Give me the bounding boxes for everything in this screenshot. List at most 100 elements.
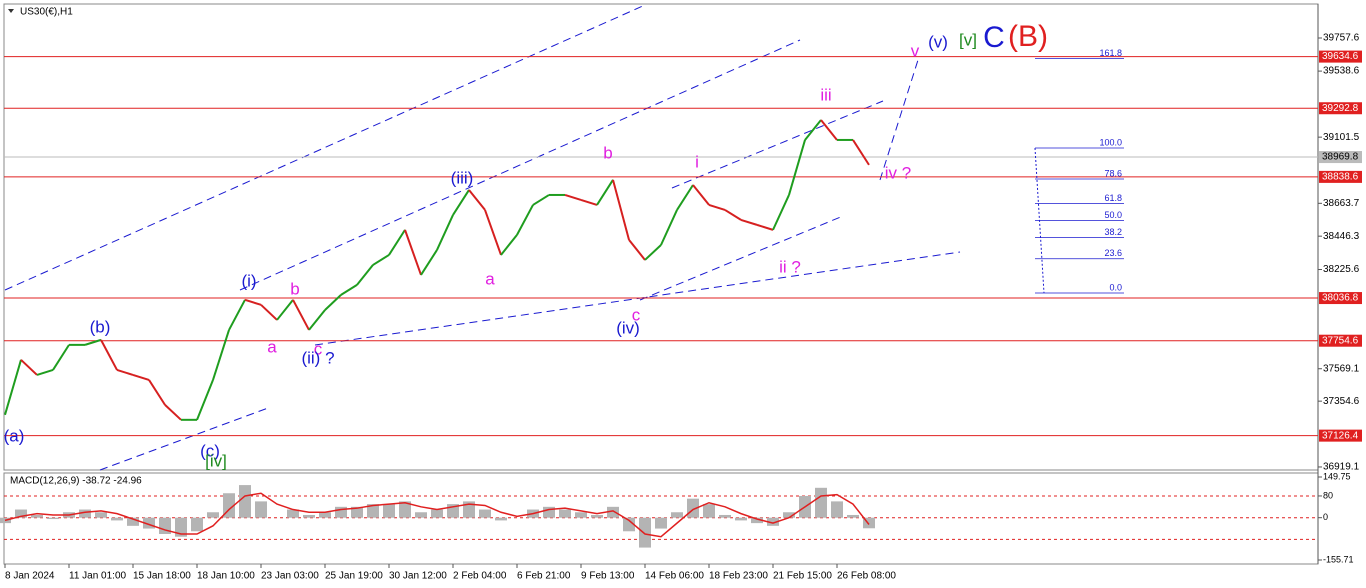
macd-bar	[239, 485, 251, 518]
macd-bar	[143, 517, 155, 529]
macd-bar	[639, 517, 651, 548]
macd-bar	[31, 514, 43, 518]
wave-label: ii ?	[779, 257, 801, 276]
price-segment	[276, 299, 294, 321]
price-segment	[4, 359, 22, 416]
macd-bar	[559, 509, 571, 518]
current-price-box	[1319, 151, 1362, 164]
macd-bar	[383, 504, 395, 518]
macd-bar	[367, 504, 379, 518]
fib-label: 161.8	[1099, 48, 1122, 58]
wave-label: i	[695, 152, 699, 171]
wave-label: (a)	[4, 426, 25, 445]
main-frame	[3, 3, 1319, 471]
wave-label: (v)	[928, 32, 948, 51]
price-segment	[148, 379, 166, 406]
macd-tick-label: -155.71	[1323, 554, 1354, 564]
level-box	[1319, 334, 1362, 347]
macd-bar	[415, 512, 427, 518]
wave-label: [iv]	[205, 451, 227, 470]
price-segment	[500, 234, 518, 256]
trend-line	[4, 4, 646, 291]
macd-title: MACD(12,26,9) -38.72 -24.96	[10, 476, 142, 487]
x-tick-label: 26 Feb 08:00	[837, 571, 896, 582]
price-segment	[324, 294, 342, 311]
fib-label: 23.6	[1104, 248, 1122, 258]
level-box	[1319, 102, 1362, 115]
level-label: 39634.6	[1322, 51, 1359, 62]
price-segment	[436, 214, 454, 251]
fib-label: 38.2	[1104, 227, 1122, 237]
macd-bar	[287, 509, 299, 518]
wave-label: (b)	[90, 317, 111, 336]
price-segment	[420, 249, 438, 276]
trend-line	[671, 100, 884, 189]
x-tick-label: 6 Feb 21:00	[517, 571, 571, 582]
price-segment	[116, 369, 134, 376]
trend-line	[879, 59, 919, 181]
macd-tick-label: 80	[1323, 490, 1333, 500]
price-segment	[772, 194, 790, 231]
price-segment	[228, 299, 246, 331]
price-segment	[164, 404, 182, 421]
x-tick-label: 18 Feb 23:00	[709, 571, 768, 582]
macd-bar	[463, 501, 475, 518]
price-segment	[724, 209, 742, 221]
price-segment	[244, 298, 262, 306]
price-segment	[132, 373, 150, 381]
price-segment	[596, 179, 614, 206]
price-segment	[36, 369, 54, 376]
fib-label: 100.0	[1099, 137, 1122, 147]
price-segment	[708, 203, 726, 211]
macd-bar	[207, 512, 219, 518]
macd-bar	[815, 487, 827, 518]
macd-signal	[4, 492, 870, 538]
price-segment	[580, 198, 598, 206]
chart-title: US30(€),H1	[20, 7, 73, 18]
macd-bar	[127, 517, 139, 526]
wave-label: a	[485, 269, 495, 288]
price-segment	[756, 223, 774, 231]
wave-label: v	[911, 41, 920, 60]
price-segment	[660, 209, 678, 246]
macd-bar	[591, 514, 603, 518]
x-tick-label: 25 Jan 19:00	[325, 571, 383, 582]
level-label: 38036.8	[1322, 293, 1359, 304]
price-segment	[612, 179, 630, 241]
macd-bar	[175, 517, 187, 537]
price-segment	[484, 209, 502, 256]
macd-bar	[303, 514, 315, 518]
wave-label: (ii) ?	[301, 348, 334, 367]
macd-bar	[47, 517, 59, 520]
macd-bar	[191, 517, 203, 532]
x-tick-label: 11 Jan 01:00	[69, 571, 127, 582]
macd-bar	[95, 512, 107, 518]
y-tick-label: 39538.6	[1323, 66, 1360, 77]
price-segment	[20, 359, 38, 376]
macd-bar	[719, 514, 731, 518]
wave-label: iv ?	[885, 163, 911, 182]
price-segment	[404, 229, 422, 276]
price-segment	[468, 189, 486, 211]
y-tick-label: 38446.3	[1323, 231, 1360, 242]
price-segment	[516, 204, 534, 236]
macd-bar	[335, 506, 347, 518]
menu-arrow[interactable]	[8, 9, 14, 13]
macd-bar	[15, 509, 27, 518]
price-segment	[532, 194, 550, 206]
price-segment	[212, 329, 230, 381]
x-tick-label: 15 Jan 18:00	[133, 571, 191, 582]
wave-label: (iii)	[451, 168, 474, 187]
macd-bar	[319, 512, 331, 518]
macd-bar	[703, 504, 715, 518]
price-segment	[452, 189, 470, 216]
x-tick-label: 18 Jan 10:00	[197, 571, 255, 582]
macd-bar	[79, 509, 91, 518]
macd-tick-label: 0	[1323, 512, 1328, 522]
current-price-label: 38969.8	[1322, 152, 1359, 163]
trend-lines	[4, 4, 961, 471]
macd-bar	[543, 506, 555, 518]
price-segment	[340, 284, 358, 296]
